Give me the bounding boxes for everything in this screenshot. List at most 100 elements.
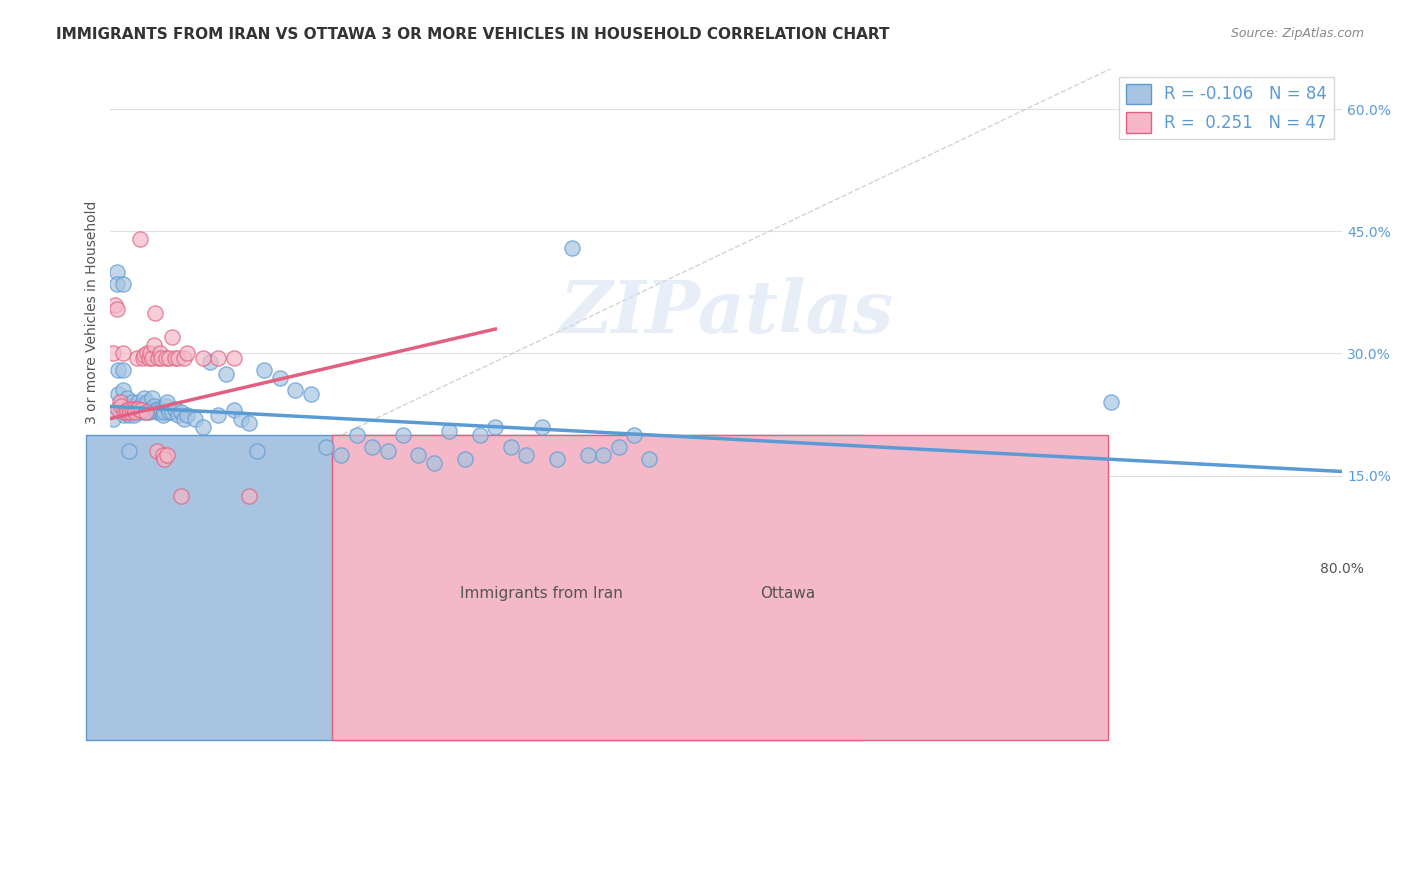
Point: [484, 419, 506, 434]
Point: [142, 338, 165, 352]
Point: [173, 411, 195, 425]
Point: [200, 354, 222, 368]
Point: [207, 408, 229, 422]
Point: [125, 351, 148, 365]
Point: [132, 351, 155, 365]
Point: [284, 383, 307, 397]
Point: [145, 444, 167, 458]
Point: [155, 351, 177, 365]
Point: [149, 405, 172, 419]
Point: [112, 405, 135, 419]
Point: [146, 401, 169, 416]
Point: [129, 405, 152, 419]
Y-axis label: 3 or more Vehicles in Household: 3 or more Vehicles in Household: [86, 201, 100, 425]
Point: [122, 403, 145, 417]
Point: [423, 456, 446, 470]
Point: [111, 346, 134, 360]
Point: [576, 448, 599, 462]
Point: [142, 400, 165, 414]
Point: [437, 424, 460, 438]
Point: [114, 400, 136, 414]
Point: [121, 401, 143, 416]
Point: [191, 351, 214, 365]
Point: [134, 391, 156, 405]
Point: [165, 351, 187, 365]
Point: [122, 408, 145, 422]
Point: [110, 400, 132, 414]
Point: [141, 351, 163, 365]
Point: [138, 405, 160, 419]
Point: [121, 395, 143, 409]
Point: [105, 265, 128, 279]
Point: [141, 391, 163, 405]
Point: [118, 444, 141, 458]
Point: [238, 416, 260, 430]
Point: [170, 489, 193, 503]
Point: [253, 363, 276, 377]
Point: [107, 387, 129, 401]
Point: [392, 428, 415, 442]
Point: [143, 403, 166, 417]
Point: [499, 440, 522, 454]
Point: [299, 387, 322, 401]
Point: [530, 419, 553, 434]
Point: [110, 395, 132, 409]
Point: [157, 351, 180, 365]
Point: [160, 330, 183, 344]
Point: [132, 401, 155, 416]
Point: [135, 405, 157, 419]
Point: [1099, 395, 1122, 409]
Point: [146, 351, 169, 365]
Point: [127, 401, 149, 416]
Point: [124, 405, 146, 419]
Point: [105, 277, 128, 292]
Point: [222, 403, 245, 417]
Point: [222, 351, 245, 365]
Text: ZIPatlas: ZIPatlas: [560, 277, 893, 348]
Legend: R = -0.106   N = 84, R =  0.251   N = 47: R = -0.106 N = 84, R = 0.251 N = 47: [1119, 77, 1334, 139]
Point: [114, 405, 136, 419]
Point: [153, 452, 176, 467]
Point: [207, 351, 229, 365]
Point: [184, 411, 207, 425]
Point: [120, 400, 142, 414]
Point: [124, 405, 146, 419]
Point: [107, 401, 129, 416]
Point: [118, 401, 141, 416]
Point: [111, 277, 134, 292]
Point: [269, 371, 291, 385]
Point: [103, 346, 125, 360]
Point: [315, 440, 337, 454]
Point: [111, 363, 134, 377]
Point: [176, 346, 198, 360]
Point: [346, 428, 368, 442]
Point: [135, 405, 157, 419]
Point: [129, 403, 152, 417]
Point: [592, 448, 614, 462]
Point: [136, 395, 159, 409]
Point: [561, 241, 583, 255]
Point: [191, 419, 214, 434]
Point: [246, 444, 269, 458]
Point: [152, 408, 174, 422]
Point: [143, 306, 166, 320]
Point: [103, 411, 125, 425]
Point: [111, 383, 134, 397]
Point: [108, 395, 131, 409]
Point: [136, 346, 159, 360]
Text: Ottawa: Ottawa: [761, 586, 815, 601]
Point: [515, 448, 537, 462]
Point: [118, 408, 141, 422]
Point: [231, 411, 253, 425]
Point: [408, 448, 430, 462]
Point: [139, 346, 162, 360]
Point: [112, 408, 135, 422]
Text: Immigrants from Iran: Immigrants from Iran: [460, 586, 623, 601]
Point: [156, 395, 179, 409]
Point: [118, 403, 141, 417]
Point: [122, 403, 145, 417]
Point: [468, 428, 491, 442]
Point: [128, 400, 150, 414]
Point: [150, 351, 173, 365]
Point: [156, 448, 179, 462]
